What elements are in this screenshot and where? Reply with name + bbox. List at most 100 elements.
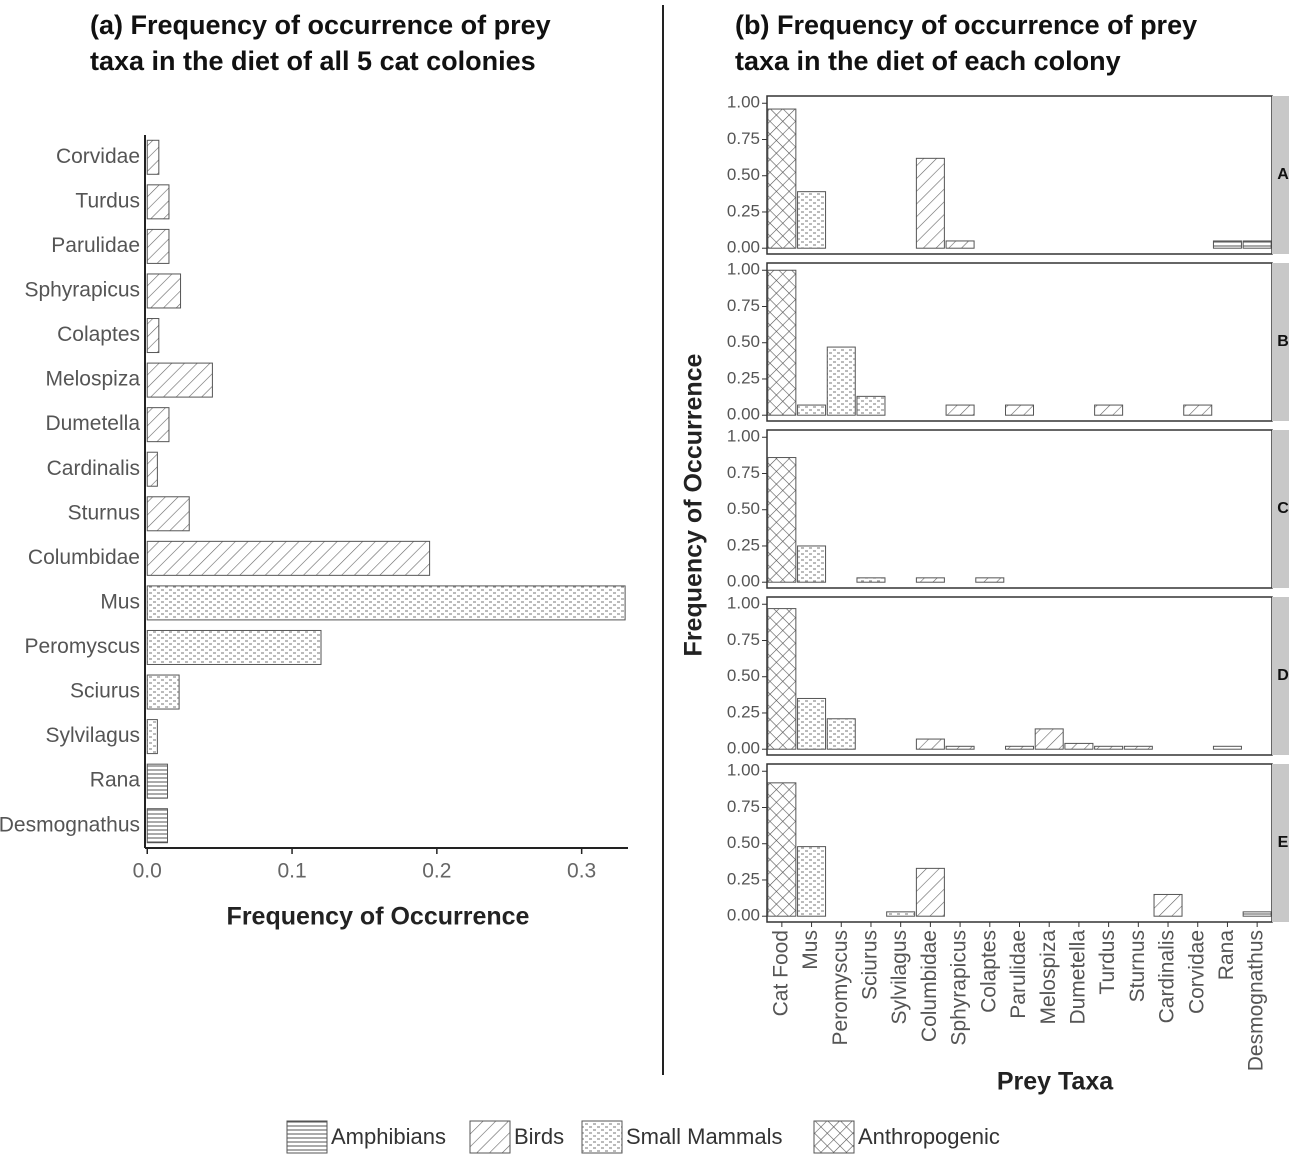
- y-tick-label: Desmognathus: [0, 813, 140, 836]
- chart-title: (b) Frequency of occurrence of prey: [735, 10, 1197, 40]
- y-tick-label: 1.00: [727, 93, 760, 112]
- y-tick-label: 1.00: [727, 761, 760, 780]
- x-tick-label: 0.1: [277, 860, 306, 883]
- y-tick-label: Corvidae: [56, 145, 140, 168]
- bar: [916, 739, 944, 749]
- y-tick-label: Parulidae: [51, 234, 140, 257]
- bar: [1124, 746, 1152, 749]
- bar: [1065, 743, 1093, 749]
- bar: [147, 185, 169, 219]
- x-tick-label: Melospiza: [1037, 930, 1060, 1025]
- y-tick-label: 0.00: [727, 906, 760, 925]
- bar: [1184, 405, 1212, 415]
- bar: [798, 698, 826, 749]
- panel: [767, 764, 1272, 922]
- bar: [147, 630, 321, 664]
- bar: [946, 405, 974, 415]
- y-tick-label: Dumetella: [45, 412, 140, 435]
- bar: [1006, 746, 1034, 749]
- x-tick-label: 0.0: [133, 860, 162, 883]
- strip-label: C: [1277, 500, 1289, 517]
- chart-title: taxa in the diet of all 5 cat colonies: [90, 46, 536, 76]
- bar: [976, 578, 1004, 582]
- x-tick-label: Mus: [799, 930, 822, 970]
- bar: [768, 109, 796, 248]
- chart-title: taxa in the diet of each colony: [735, 46, 1121, 76]
- figure: (a) Frequency of occurrence of prey taxa…: [0, 0, 1291, 1154]
- x-tick-label: Rana: [1215, 930, 1238, 981]
- y-tick-label: Sylvilagus: [45, 724, 140, 747]
- x-tick-label: Turdus: [1096, 930, 1119, 995]
- y-tick-label: 0.50: [727, 499, 760, 518]
- y-tick-label: 0.75: [727, 463, 760, 482]
- y-tick-label: Columbidae: [28, 546, 140, 569]
- panel: [767, 96, 1272, 254]
- x-tick-label: 0.2: [422, 860, 451, 883]
- y-tick-label: 0.00: [727, 405, 760, 424]
- bar: [798, 405, 826, 415]
- strip-label: D: [1277, 667, 1289, 684]
- x-tick-label: Desmognathus: [1245, 930, 1268, 1071]
- legend-label: Amphibians: [331, 1124, 446, 1149]
- y-tick-label: 0.25: [727, 535, 760, 554]
- x-tick-label: Colaptes: [977, 930, 1000, 1013]
- bar: [1095, 405, 1123, 415]
- bar: [1213, 746, 1241, 749]
- y-tick-label: Sphyrapicus: [24, 279, 140, 302]
- y-tick-label: Sturnus: [68, 501, 140, 524]
- y-tick-label: Melospiza: [45, 368, 140, 391]
- bar: [946, 746, 974, 749]
- y-tick-label: Turdus: [75, 189, 140, 212]
- bar: [147, 363, 212, 397]
- legend-label: Small Mammals: [626, 1124, 782, 1149]
- x-tick-label: Cardinalis: [1156, 930, 1179, 1023]
- y-tick-label: 1.00: [727, 427, 760, 446]
- y-tick-label: Cardinalis: [47, 457, 140, 480]
- chart-title: (a) Frequency of occurrence of prey: [90, 10, 551, 40]
- x-tick-label: Sphyrapicus: [948, 930, 971, 1046]
- legend-label: Birds: [514, 1124, 564, 1149]
- bar: [147, 809, 167, 843]
- legend-swatch: [814, 1121, 854, 1153]
- y-tick-label: 0.75: [727, 129, 760, 148]
- y-tick-label: 0.75: [727, 797, 760, 816]
- y-tick-label: Peromyscus: [24, 635, 140, 658]
- y-tick-label: Sciurus: [70, 680, 140, 703]
- x-axis-title: Prey Taxa: [997, 1068, 1114, 1096]
- bar: [1095, 746, 1123, 749]
- bar: [147, 408, 169, 442]
- y-tick-label: 0.25: [727, 869, 760, 888]
- x-tick-label: Columbidae: [918, 930, 941, 1042]
- bar: [887, 912, 915, 916]
- y-axis-title: Frequency of Occurrence: [680, 353, 708, 656]
- bar: [857, 396, 885, 415]
- y-tick-label: 0.50: [727, 332, 760, 351]
- bar: [147, 140, 159, 174]
- y-tick-label: 0.75: [727, 630, 760, 649]
- y-tick-label: 0.00: [727, 739, 760, 758]
- bar: [1035, 729, 1063, 749]
- bar: [768, 783, 796, 916]
- strip-label: B: [1277, 333, 1289, 350]
- bar: [1243, 912, 1271, 916]
- bar: [827, 719, 855, 749]
- y-tick-label: 0.50: [727, 833, 760, 852]
- bar: [827, 347, 855, 415]
- bar: [147, 764, 167, 798]
- y-tick-label: Mus: [100, 590, 140, 613]
- y-tick-label: 1.00: [727, 260, 760, 279]
- legend-swatch: [287, 1121, 327, 1153]
- x-tick-label: Parulidae: [1007, 930, 1030, 1019]
- bar: [857, 578, 885, 582]
- x-tick-label: Sylvilagus: [888, 930, 911, 1025]
- bar: [768, 270, 796, 415]
- y-tick-label: 0.00: [727, 572, 760, 591]
- x-axis-title: Frequency of Occurrence: [227, 903, 530, 931]
- y-tick-label: 0.50: [727, 666, 760, 685]
- bar: [946, 241, 974, 248]
- y-tick-label: Rana: [90, 769, 141, 792]
- y-tick-label: 0.00: [727, 238, 760, 257]
- bar: [916, 578, 944, 582]
- bar: [147, 541, 429, 575]
- y-tick-label: 0.25: [727, 702, 760, 721]
